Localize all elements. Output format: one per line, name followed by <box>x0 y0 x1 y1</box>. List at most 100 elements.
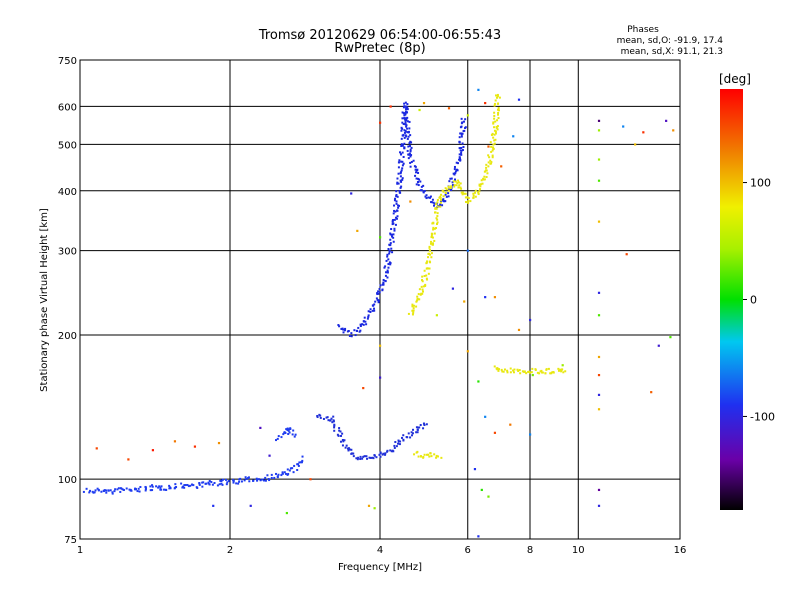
trace-point <box>386 449 389 452</box>
trace-point <box>395 445 398 448</box>
trace-point <box>162 488 165 491</box>
trace-point <box>103 489 106 492</box>
trace-point <box>454 170 457 173</box>
trace-point <box>395 217 398 220</box>
scatter-point <box>212 504 215 507</box>
trace-point <box>549 372 552 375</box>
trace-point <box>232 481 235 484</box>
trace-point <box>474 195 477 198</box>
trace-point <box>408 127 411 130</box>
trace-point <box>415 171 418 174</box>
x-tick-label: 4 <box>377 545 383 556</box>
trace-point <box>219 479 222 482</box>
trace-point <box>297 463 300 466</box>
trace-point <box>136 490 139 493</box>
scatter-point <box>422 101 426 105</box>
trace-point <box>534 368 537 371</box>
trace-point <box>401 127 404 130</box>
trace-point <box>425 453 428 456</box>
trace-point <box>390 247 393 250</box>
trace-point <box>461 121 464 124</box>
trace-point <box>369 456 372 459</box>
trace-point <box>472 196 475 199</box>
trace-point <box>490 161 493 164</box>
trace-point <box>494 120 497 123</box>
trace-point <box>406 131 409 134</box>
trace-point <box>409 155 412 158</box>
trace-point <box>426 260 429 263</box>
trace-point <box>461 193 464 196</box>
x-tick-label: 10 <box>572 545 585 556</box>
trace-point <box>439 205 442 208</box>
y-tick-label: 600 <box>58 102 77 113</box>
trace-point <box>350 452 353 455</box>
trace-point <box>396 177 399 180</box>
colorbar-tick-label: -100 <box>750 410 775 423</box>
trace-point <box>169 487 172 490</box>
phase-stats-o: mean, sd,O: -91.9, 17.4 <box>617 36 724 46</box>
trace-point <box>494 99 497 102</box>
trace-point <box>496 368 499 371</box>
trace-point <box>422 285 425 288</box>
trace-point <box>294 433 297 436</box>
trace-point <box>406 149 409 152</box>
trace-point <box>243 479 246 482</box>
trace-point <box>477 193 480 196</box>
trace-point <box>441 204 444 207</box>
y-tick-label: 750 <box>58 56 77 67</box>
trace-point <box>493 117 496 120</box>
trace-point <box>403 117 406 120</box>
colorbar-label: [deg] <box>719 72 751 86</box>
trace-point <box>286 429 289 432</box>
trace-point <box>400 137 403 140</box>
scatter-point <box>193 445 197 448</box>
trace-point <box>415 451 418 454</box>
trace-point <box>427 252 430 255</box>
trace-point <box>420 292 423 295</box>
trace-point <box>485 166 488 169</box>
trace-point <box>257 478 260 481</box>
trace-point <box>416 299 419 302</box>
trace-point <box>457 181 460 184</box>
trace-point <box>186 483 189 486</box>
trace-point <box>433 453 436 456</box>
trace-point <box>357 326 360 329</box>
trace-point <box>464 126 467 129</box>
trace-point <box>397 172 400 175</box>
colorbar-ticks: 100 0 -100 <box>743 177 775 423</box>
trace-point <box>442 190 445 193</box>
trace-point <box>348 448 351 451</box>
trace-point <box>401 117 404 120</box>
trace-point <box>245 478 248 481</box>
trace-point <box>379 455 382 458</box>
trace-point <box>419 424 422 427</box>
trace-point <box>445 188 448 191</box>
trace-point <box>491 156 494 159</box>
trace-point <box>284 432 287 435</box>
trace-point <box>289 467 292 470</box>
scatter-point <box>356 229 359 232</box>
scatter-point <box>473 468 477 471</box>
trace-point <box>382 283 385 286</box>
trace-point <box>406 116 409 119</box>
trace-point <box>377 292 380 295</box>
trace-point <box>333 426 336 429</box>
trace-point <box>422 422 425 425</box>
trace-point <box>357 456 360 459</box>
trace-point <box>387 263 390 266</box>
trace-point <box>394 197 397 200</box>
trace-point <box>429 196 432 199</box>
trace-point <box>365 323 368 326</box>
trace-point <box>494 138 497 141</box>
colorbar-tick-label: 0 <box>750 294 757 307</box>
scatter-point <box>367 504 371 507</box>
trace-point <box>406 436 409 439</box>
y-axis-label: Stationary phase Virtual Height [km] <box>39 208 50 392</box>
trace-point <box>444 200 447 203</box>
trace-point <box>159 486 162 489</box>
trace-point <box>490 145 493 148</box>
trace-point <box>492 147 495 150</box>
scatter-point <box>350 192 353 195</box>
trace-point <box>205 482 208 485</box>
trace-point <box>366 317 369 320</box>
